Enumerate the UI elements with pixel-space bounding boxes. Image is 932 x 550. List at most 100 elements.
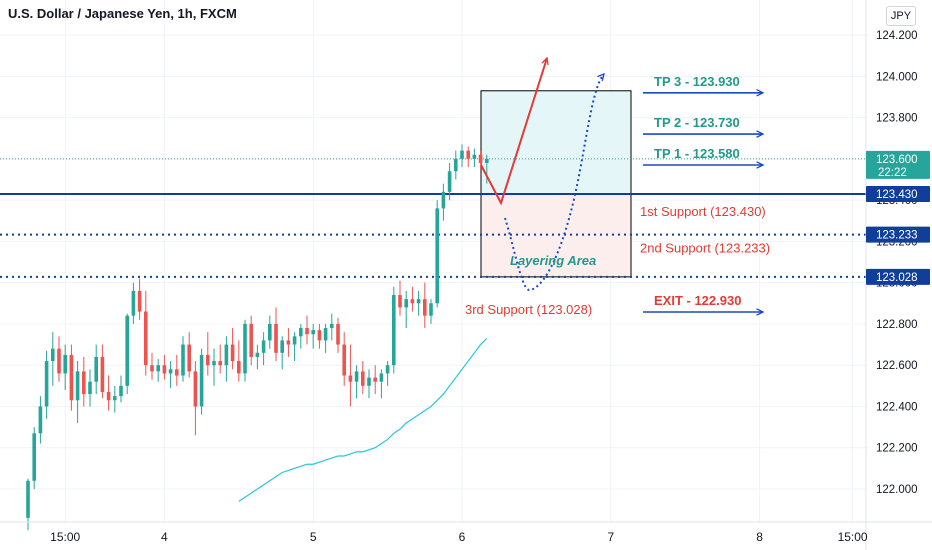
candle bbox=[361, 361, 365, 395]
level-tag-1 bbox=[866, 185, 930, 202]
time-tick-label: 6 bbox=[459, 530, 466, 544]
candle bbox=[336, 317, 340, 353]
candle bbox=[255, 344, 260, 370]
candle-body bbox=[292, 336, 297, 345]
candle-body bbox=[199, 354, 204, 407]
candle-body bbox=[94, 356, 98, 382]
level-tag-label-1: 123.430 bbox=[876, 189, 918, 201]
candle bbox=[454, 150, 458, 180]
candle bbox=[404, 290, 408, 329]
candle bbox=[243, 319, 247, 382]
candle bbox=[162, 354, 167, 380]
layering-area-label: Layering Area bbox=[510, 253, 596, 268]
candle bbox=[330, 313, 334, 341]
time-tick-label: 15:00 bbox=[838, 530, 868, 544]
candle bbox=[323, 323, 328, 353]
candle-body bbox=[416, 299, 421, 304]
candle bbox=[187, 332, 191, 378]
forecast-arrow-red bbox=[480, 58, 547, 206]
candle-body bbox=[423, 299, 427, 316]
tp-label-1: TP 1 - 123.580 bbox=[654, 146, 740, 161]
candle-body bbox=[478, 154, 483, 163]
candle-body bbox=[367, 377, 371, 386]
candle-body bbox=[187, 344, 191, 372]
candle-body bbox=[75, 371, 80, 401]
candle bbox=[447, 162, 452, 201]
candle-body bbox=[330, 323, 334, 329]
candle bbox=[212, 348, 216, 386]
candle bbox=[274, 307, 278, 362]
candle bbox=[373, 365, 377, 395]
candle bbox=[181, 336, 185, 382]
candle-body bbox=[119, 385, 123, 397]
candle-body bbox=[361, 371, 365, 386]
candle bbox=[106, 375, 111, 411]
candle-body bbox=[131, 290, 136, 316]
candle bbox=[410, 286, 415, 312]
candle-body bbox=[385, 365, 390, 374]
candle-body bbox=[398, 295, 402, 308]
time-tick-label: 5 bbox=[310, 530, 317, 544]
candle bbox=[317, 323, 322, 349]
candle-body bbox=[441, 191, 446, 209]
candle-body bbox=[82, 371, 86, 395]
candle-body bbox=[137, 290, 142, 312]
candle bbox=[125, 313, 129, 395]
candle bbox=[113, 385, 117, 413]
candle bbox=[237, 340, 241, 382]
candle-body bbox=[243, 323, 247, 374]
candle-body bbox=[249, 323, 253, 357]
candle-body bbox=[274, 323, 278, 353]
candle-body bbox=[317, 330, 322, 341]
candle bbox=[206, 332, 210, 376]
candle-body bbox=[311, 330, 315, 335]
price-tick-label: 124.000 bbox=[876, 71, 918, 83]
candle bbox=[168, 361, 173, 388]
grid-lines bbox=[0, 0, 866, 522]
chart-title: U.S. Dollar / Japanese Yen, 1h, FXCM bbox=[8, 6, 237, 21]
current-price-tag bbox=[866, 150, 930, 179]
candle bbox=[119, 375, 123, 403]
price-tick-label: 123.800 bbox=[876, 113, 918, 125]
exit-label: EXIT - 122.930 bbox=[654, 293, 741, 308]
candle-body bbox=[261, 340, 266, 353]
candle-body bbox=[237, 361, 241, 374]
candle bbox=[423, 282, 427, 329]
time-tick-label: 4 bbox=[161, 530, 168, 544]
candle-body bbox=[485, 158, 489, 163]
candle bbox=[286, 328, 291, 357]
candle bbox=[466, 146, 470, 168]
candle bbox=[348, 344, 353, 407]
candle-body bbox=[106, 392, 111, 401]
candle-body bbox=[454, 158, 458, 172]
candle bbox=[342, 332, 346, 386]
candle bbox=[175, 354, 179, 386]
candle bbox=[472, 148, 477, 168]
candle-body bbox=[342, 344, 346, 376]
candle-body bbox=[373, 377, 377, 382]
candle bbox=[38, 396, 43, 444]
candle-body bbox=[354, 371, 359, 382]
time-tick-label: 8 bbox=[756, 530, 763, 544]
candle bbox=[156, 359, 160, 382]
candle-body bbox=[168, 369, 173, 374]
candle-body bbox=[336, 323, 340, 345]
tp-label-2: TP 2 - 123.730 bbox=[654, 115, 740, 130]
target-zone-box bbox=[480, 90, 632, 195]
candle bbox=[385, 361, 390, 386]
candle-body bbox=[206, 354, 210, 366]
candle-body bbox=[69, 354, 74, 401]
candle bbox=[131, 282, 136, 324]
support-label-1: 1st Support (123.430) bbox=[640, 204, 766, 219]
candle-body bbox=[150, 365, 154, 372]
candle-body bbox=[125, 315, 129, 386]
currency-badge[interactable]: JPY bbox=[886, 6, 916, 26]
candle bbox=[392, 286, 396, 374]
candle bbox=[63, 344, 67, 390]
candle-body bbox=[193, 371, 198, 407]
candle bbox=[429, 299, 433, 324]
candle bbox=[94, 344, 98, 395]
candle-body bbox=[162, 365, 167, 374]
